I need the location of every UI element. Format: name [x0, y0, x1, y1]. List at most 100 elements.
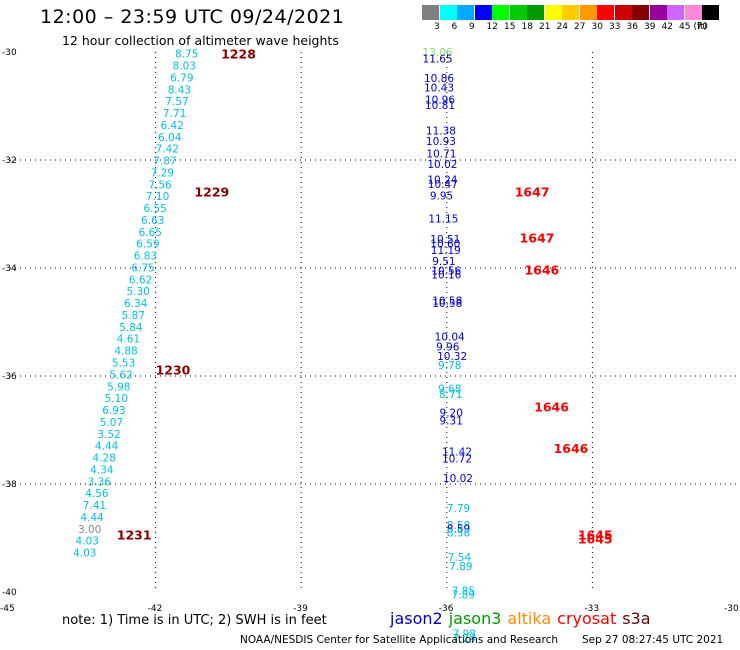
- legend-bin-label: 70: [696, 22, 708, 32]
- wave-height-value: 10.02: [427, 159, 457, 171]
- wave-height-value: 6.65: [139, 227, 162, 239]
- legend-swatch: [632, 5, 649, 20]
- wave-height-value: 6.59: [136, 239, 159, 251]
- wave-height-value: 5.53: [112, 358, 135, 370]
- wave-height-value: 9.78: [438, 360, 461, 372]
- wave-height-value: 7.79: [447, 503, 470, 515]
- legend-bin-label: 27: [574, 22, 586, 32]
- wave-height-value: 6.04: [158, 132, 182, 144]
- legend-swatch: [649, 5, 667, 20]
- wave-height-value: 13.06: [423, 47, 453, 59]
- wave-height-value: 3.36: [88, 476, 112, 488]
- lat-tick-label: -30: [2, 48, 17, 58]
- legend-bin-label: 36: [626, 22, 638, 32]
- wave-height-value: 8.75: [175, 49, 198, 61]
- wave-height-value: 10.86: [424, 73, 454, 85]
- wave-height-value: 9.96: [436, 341, 460, 353]
- wave-height-value: 9.51: [432, 256, 455, 268]
- pass-time-label: 1646: [534, 399, 569, 414]
- wave-height-value: 10.24: [427, 174, 457, 186]
- satellite-s3a: s3a: [622, 609, 651, 628]
- wave-height-value: 4.61: [117, 334, 140, 346]
- legend-swatch: [544, 5, 562, 20]
- wave-height-value: 6.93: [102, 405, 125, 417]
- wave-height-value: 4.03: [73, 548, 96, 560]
- wave-height-value: 10.04: [435, 332, 465, 344]
- wave-height-value: 7.71: [163, 108, 186, 120]
- wave-height-value: 4.03: [76, 536, 99, 548]
- wave-height-value: 6.83: [134, 251, 157, 263]
- lon-tick-label: -30: [724, 604, 739, 614]
- map-subtitle: 12 hour collection of altimeter wave hei…: [62, 33, 339, 48]
- wave-height-value: 5.10: [105, 393, 128, 405]
- wave-height-value: 11.38: [426, 125, 456, 137]
- wave-height-value: 5.07: [100, 417, 123, 429]
- wave-height-value: 7.57: [165, 96, 188, 108]
- wave-height-value: 7.42: [156, 144, 179, 156]
- legend-bin-label: 15: [504, 22, 516, 32]
- pass-time-label: 1231: [117, 527, 152, 542]
- wave-height-value: 6.42: [160, 120, 183, 132]
- wave-height-value: 9.95: [430, 191, 453, 203]
- satellite-legend: jason2 jason3 altika cryosat s3a: [390, 609, 657, 628]
- wave-height-value: 8.71: [439, 389, 462, 401]
- legend-bin-label: 39: [644, 22, 656, 32]
- wave-height-value: 4.44: [80, 512, 104, 524]
- legend-swatch: [527, 5, 544, 20]
- wave-height-value: 4.34: [90, 464, 114, 476]
- legend-swatch: [702, 5, 719, 20]
- legend-bin-label: 33: [609, 22, 621, 32]
- wave-height-value: 10.02: [443, 473, 473, 485]
- wave-height-value: 10.16: [431, 269, 461, 281]
- lon-tick-label: -36: [439, 604, 454, 614]
- wave-height-value: 5.84: [119, 322, 143, 334]
- wave-height-value: 8.58: [447, 520, 470, 532]
- wave-height-value: 6.55: [143, 203, 166, 215]
- wave-height-value: 10.72: [442, 454, 472, 466]
- wave-height-value: 10.43: [424, 83, 454, 95]
- wave-height-value: 4.28: [93, 453, 116, 465]
- wave-height-value: 5.62: [109, 369, 132, 381]
- wave-height-value: 11.15: [428, 213, 458, 225]
- lat-tick-label: -36: [2, 372, 17, 382]
- wave-height-value: 7.10: [146, 191, 169, 203]
- legend-swatch: [597, 5, 614, 20]
- wave-height-value: 8.59: [447, 523, 470, 535]
- wave-height-value: 10.56: [431, 266, 461, 278]
- legend-bin-label: 21: [539, 22, 551, 32]
- wave-height-value: 7.56: [148, 179, 172, 191]
- wave-height-value: 10.71: [426, 149, 456, 161]
- wave-height-value: 10.81: [425, 100, 455, 112]
- wave-height-value: 10.96: [425, 95, 455, 107]
- wave-height-value: 7.54: [448, 552, 472, 564]
- wave-height-value: 10.58: [432, 298, 462, 310]
- legend-bin-label: 24: [556, 22, 568, 32]
- legend-bin-label: 42: [661, 22, 673, 32]
- wave-height-value: 10.60: [430, 239, 460, 251]
- wave-height-value: 3.00: [78, 524, 101, 536]
- pass-time-label: 1228: [221, 47, 256, 62]
- wave-height-value: 10.58: [432, 295, 462, 307]
- lat-tick-label: -32: [2, 156, 17, 166]
- legend-bin-label: 6: [451, 22, 458, 32]
- pass-time-label: 1645: [578, 532, 613, 547]
- pass-time-label: 1646: [554, 441, 589, 456]
- pass-time-label: 1647: [515, 184, 550, 199]
- wave-height-value: 7.87: [153, 156, 176, 168]
- lon-tick-label: -39: [293, 604, 308, 614]
- lon-tick-label: -45: [0, 604, 15, 614]
- wave-height-value: 7.98: [453, 629, 476, 641]
- wave-height-value: 4.56: [85, 488, 109, 500]
- wave-height-value: 4.44: [95, 441, 119, 453]
- wave-height-value: 11.42: [442, 447, 472, 459]
- lon-tick-label: -33: [584, 604, 599, 614]
- legend-bin-label: 18: [521, 22, 533, 32]
- lon-tick-label: -42: [148, 604, 163, 614]
- wave-height-value: 10.51: [430, 234, 460, 246]
- wave-height-value: 7.89: [449, 561, 472, 573]
- satellite-altika: altika: [507, 609, 552, 628]
- wave-height-value: 5.30: [126, 286, 149, 298]
- wave-height-value: 11.19: [431, 245, 461, 257]
- map-title: 12:00 – 23:59 UTC 09/24/2021: [40, 6, 345, 28]
